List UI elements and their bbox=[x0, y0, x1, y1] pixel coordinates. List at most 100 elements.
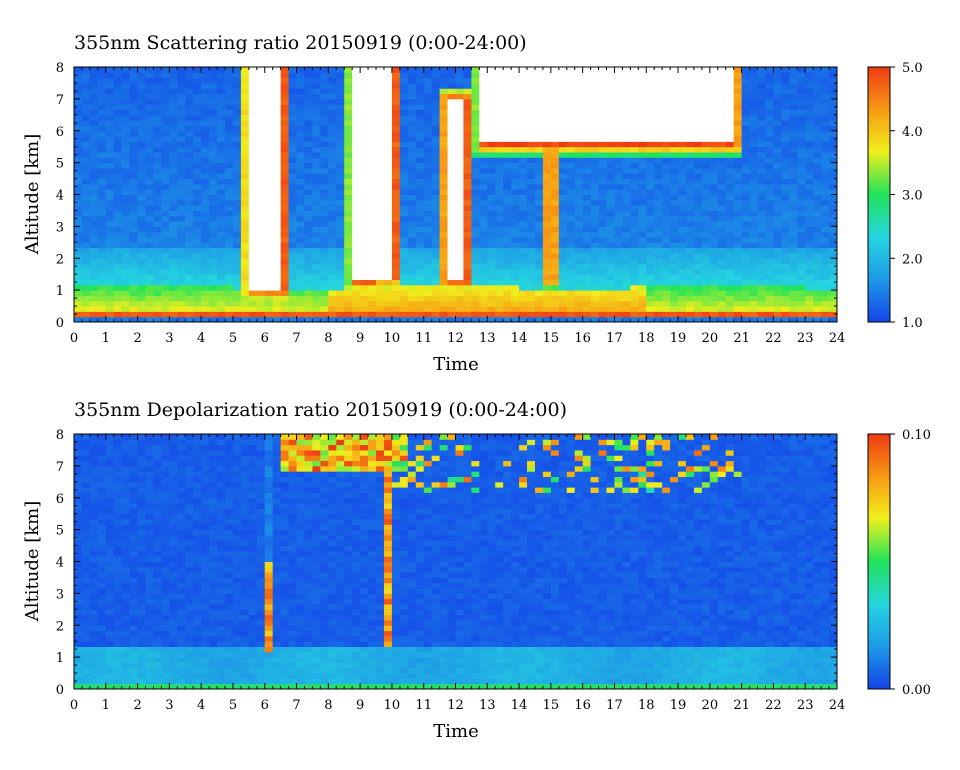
heatmap-cell bbox=[391, 178, 401, 185]
heatmap-cell bbox=[431, 125, 441, 132]
heatmap-cell bbox=[383, 114, 393, 121]
heatmap-cell bbox=[813, 268, 822, 275]
heatmap-cell bbox=[511, 125, 520, 132]
heatmap-cell bbox=[296, 205, 305, 211]
heatmap-cell bbox=[789, 88, 798, 95]
heatmap-cell bbox=[296, 231, 305, 238]
heatmap-cell bbox=[217, 77, 226, 84]
heatmap-cell bbox=[542, 221, 552, 227]
heatmap-cell bbox=[471, 167, 480, 174]
heatmap-cell bbox=[312, 274, 321, 280]
heatmap-cell bbox=[519, 199, 528, 206]
heatmap-cell bbox=[304, 284, 313, 291]
heatmap-cell bbox=[232, 316, 242, 323]
heatmap-cell bbox=[558, 215, 568, 222]
heatmap-cell bbox=[145, 178, 154, 185]
heatmap-cell bbox=[646, 77, 655, 84]
heatmap-cell bbox=[670, 136, 679, 142]
heatmap-cell bbox=[757, 162, 766, 169]
heatmap-cell bbox=[360, 162, 369, 169]
heatmap-cell bbox=[447, 316, 456, 323]
heatmap-cell bbox=[256, 141, 266, 148]
heatmap-cell bbox=[542, 199, 552, 206]
heatmap-cell bbox=[407, 306, 417, 312]
heatmap-cell bbox=[542, 306, 552, 312]
heatmap-cell bbox=[670, 247, 679, 254]
heatmap-cell bbox=[542, 162, 552, 169]
heatmap-cell bbox=[399, 316, 409, 323]
heatmap-cell bbox=[240, 178, 250, 185]
heatmap-cell bbox=[534, 279, 544, 286]
heatmap-cell bbox=[360, 104, 369, 110]
heatmap-cell bbox=[177, 88, 186, 95]
heatmap-cell bbox=[399, 237, 409, 243]
heatmap-cell bbox=[566, 146, 576, 153]
heatmap-cell bbox=[264, 300, 274, 307]
heatmap-cell bbox=[344, 311, 353, 318]
heatmap-cell bbox=[272, 199, 282, 206]
heatmap-cell bbox=[765, 152, 774, 158]
heatmap-cell bbox=[550, 167, 560, 174]
heatmap-cell bbox=[113, 77, 123, 84]
heatmap-cell bbox=[813, 98, 822, 105]
heatmap-cell bbox=[622, 194, 631, 201]
heatmap-cell bbox=[693, 295, 703, 302]
heatmap-cell bbox=[248, 130, 258, 137]
heatmap-cell bbox=[519, 295, 528, 302]
heatmap-cell bbox=[534, 189, 544, 195]
heatmap-cell bbox=[74, 434, 83, 440]
heatmap-cell bbox=[479, 167, 488, 174]
heatmap-cell bbox=[423, 242, 433, 249]
heatmap-cell bbox=[320, 93, 329, 100]
heatmap-cell bbox=[344, 231, 353, 238]
heatmap-cell bbox=[352, 125, 361, 132]
heatmap-cell bbox=[137, 199, 147, 206]
heatmap-cell bbox=[312, 93, 321, 100]
heatmap-cell bbox=[622, 295, 631, 302]
heatmap-cell bbox=[137, 109, 147, 116]
heatmap-cell bbox=[368, 210, 377, 217]
heatmap-cell bbox=[391, 194, 401, 201]
heatmap-cell bbox=[662, 183, 671, 190]
heatmap-cell bbox=[725, 306, 735, 312]
heatmap-cell bbox=[232, 231, 242, 238]
heatmap-cell bbox=[376, 268, 385, 275]
heatmap-cell bbox=[550, 215, 560, 222]
heatmap-cell bbox=[678, 120, 687, 126]
heatmap-cell bbox=[558, 199, 568, 206]
heatmap-cell bbox=[113, 173, 123, 180]
heatmap-cell bbox=[177, 300, 186, 307]
heatmap-cell bbox=[336, 242, 345, 249]
heatmap-cell bbox=[129, 237, 139, 243]
heatmap-cell bbox=[654, 215, 663, 222]
heatmap-cell bbox=[439, 167, 449, 174]
heatmap-cell bbox=[773, 93, 782, 100]
heatmap-cell bbox=[201, 136, 210, 142]
heatmap-cell bbox=[479, 306, 488, 312]
heatmap-cell bbox=[829, 247, 838, 254]
heatmap-cell bbox=[407, 104, 417, 110]
heatmap-cell bbox=[272, 215, 282, 222]
heatmap-cell bbox=[566, 242, 576, 249]
heatmap-cell bbox=[797, 258, 806, 265]
x-tick-label: 0 bbox=[70, 331, 78, 346]
heatmap-cell bbox=[630, 88, 639, 95]
heatmap-cell bbox=[574, 98, 584, 105]
heatmap-cell bbox=[606, 215, 615, 222]
heatmap-cell bbox=[97, 215, 107, 222]
heatmap-cell bbox=[638, 215, 647, 222]
heatmap-cell bbox=[662, 268, 671, 275]
heatmap-cell bbox=[574, 199, 584, 206]
heatmap-cell bbox=[272, 130, 282, 137]
heatmap-cell bbox=[614, 306, 623, 312]
heatmap-cell bbox=[829, 114, 838, 121]
heatmap-cell bbox=[789, 263, 798, 270]
heatmap-cell bbox=[550, 162, 560, 169]
heatmap-cell bbox=[248, 306, 258, 312]
heatmap-cell bbox=[503, 178, 512, 185]
heatmap-cell bbox=[97, 72, 107, 79]
heatmap-cell bbox=[264, 82, 274, 89]
heatmap-cell bbox=[81, 635, 91, 642]
heatmap-cell bbox=[821, 130, 830, 137]
heatmap-cell bbox=[312, 194, 321, 201]
